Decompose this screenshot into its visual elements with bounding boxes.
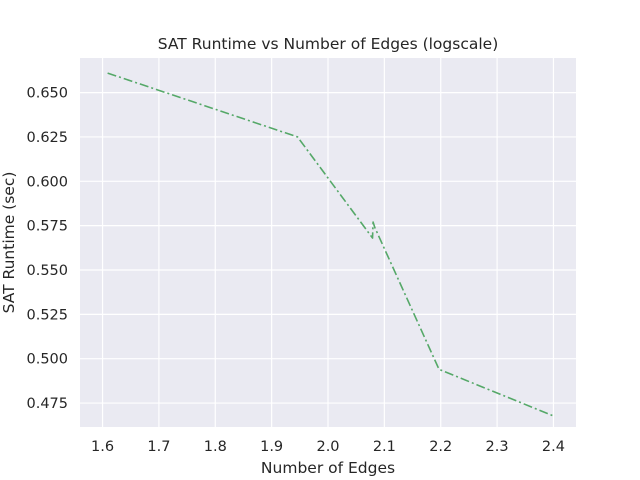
x-tick-label: 2.0: [316, 439, 339, 455]
x-axis-label: Number of Edges: [261, 459, 395, 477]
y-tick-labels: 0.475 0.500 0.525 0.550 0.575 0.600 0.625 0.650: [26, 86, 68, 412]
x-tick-label: 2.1: [373, 439, 396, 455]
y-tick-label: 0.525: [26, 307, 68, 323]
x-tick-label: 1.6: [91, 439, 114, 455]
y-tick-label: 0.600: [26, 174, 68, 190]
x-tick-label: 1.7: [147, 439, 170, 455]
grid: [80, 58, 576, 427]
x-tick-label: 2.3: [486, 439, 509, 455]
x-tick-label: 2.2: [429, 439, 452, 455]
y-tick-label: 0.575: [26, 219, 68, 235]
y-tick-label: 0.550: [26, 263, 68, 279]
y-tick-label: 0.650: [26, 86, 68, 102]
chart-title: SAT Runtime vs Number of Edges (logscale…: [158, 35, 499, 53]
x-tick-label: 1.9: [260, 439, 283, 455]
x-tick-label: 1.8: [204, 439, 227, 455]
series-layer: [107, 72, 553, 417]
y-axis-label: SAT Runtime (sec): [0, 172, 18, 314]
y-tick-label: 0.500: [26, 352, 68, 368]
series-line: [107, 72, 553, 417]
x-tick-label: 2.4: [542, 439, 565, 455]
y-tick-label: 0.475: [26, 396, 68, 412]
y-tick-label: 0.625: [26, 130, 68, 146]
x-tick-labels: 1.6 1.7 1.8 1.9 2.0 2.1 2.2 2.3 2.4: [91, 439, 565, 455]
